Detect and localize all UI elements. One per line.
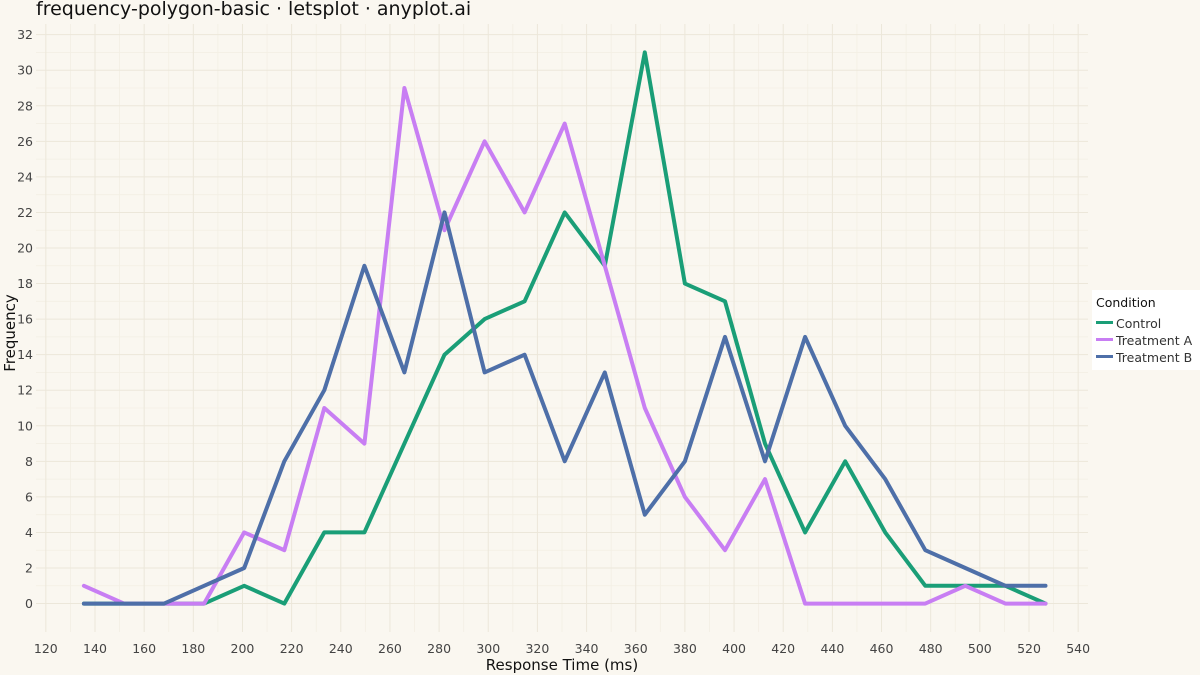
y-tick-label: 12 [17, 383, 33, 398]
x-tick-label: 480 [919, 641, 943, 656]
legend-label-control: Control [1116, 316, 1162, 331]
y-tick-label: 32 [17, 27, 33, 42]
y-tick-label: 24 [17, 169, 33, 184]
page-title: frequency-polygon-basic · letsplot · any… [36, 0, 472, 20]
series-lines [81, 50, 1048, 606]
x-axis-title: Response Time (ms) [486, 656, 638, 674]
x-tick-label: 340 [575, 641, 599, 656]
x-tick-label: 460 [870, 641, 894, 656]
x-tick-label: 320 [525, 641, 549, 656]
y-tick-label: 20 [17, 241, 33, 256]
legend-title: Condition [1096, 295, 1156, 310]
x-tick-label: 240 [329, 641, 353, 656]
y-tick-label: 8 [25, 454, 33, 469]
y-tick-label: 2 [25, 561, 33, 576]
y-tick-label: 30 [17, 63, 33, 78]
x-tick-label: 280 [427, 641, 451, 656]
x-tick-label: 520 [1017, 641, 1041, 656]
y-tick-label: 6 [25, 489, 33, 504]
x-tick-label: 180 [181, 641, 205, 656]
x-tick-label: 440 [820, 641, 844, 656]
x-tick-label: 160 [132, 641, 156, 656]
x-tick-label: 260 [378, 641, 402, 656]
y-tick-label: 10 [17, 418, 33, 433]
y-tick-label: 22 [17, 205, 33, 220]
legend-label-treatment-b: Treatment B [1116, 350, 1193, 365]
x-tick-label: 140 [83, 641, 107, 656]
tick-labels: 120 140 160 180 200 220 240 260 280 300 320 340 360 3… [17, 27, 1090, 656]
y-tick-label: 14 [17, 347, 33, 362]
legend-item-control: Control [1096, 316, 1161, 332]
legend-swatch-treatment-a [1096, 338, 1113, 341]
legend: Condition Control Treatment A Treatment … [1092, 290, 1200, 370]
x-tick-label: 420 [771, 641, 795, 656]
y-tick-label: 16 [17, 312, 33, 327]
y-tick-label: 26 [17, 134, 33, 149]
y-tick-label: 0 [25, 596, 33, 611]
series-line-control [81, 50, 1048, 606]
x-tick-label: 540 [1066, 641, 1090, 656]
legend-item-treatment-b: Treatment B [1096, 350, 1192, 366]
y-tick-label: 28 [17, 98, 33, 113]
x-tick-label: 120 [34, 641, 58, 656]
x-tick-label: 220 [280, 641, 304, 656]
legend-swatch-control [1096, 321, 1113, 324]
y-tick-label: 18 [17, 276, 33, 291]
x-tick-label: 500 [968, 641, 992, 656]
series-line-treatment-a [81, 86, 1048, 606]
y-axis-title: Frequency [1, 294, 19, 372]
y-tick-label: 4 [25, 525, 33, 540]
legend-swatch-treatment-b [1096, 355, 1113, 358]
legend-item-treatment-a: Treatment A [1096, 333, 1192, 349]
grid [36, 24, 1088, 632]
x-tick-label: 380 [673, 641, 697, 656]
legend-label-treatment-a: Treatment A [1116, 333, 1193, 348]
series-line-treatment-b [81, 210, 1048, 606]
x-tick-label: 200 [231, 641, 255, 656]
x-tick-label: 400 [722, 641, 746, 656]
x-tick-label: 360 [624, 641, 648, 656]
x-tick-label: 300 [476, 641, 500, 656]
